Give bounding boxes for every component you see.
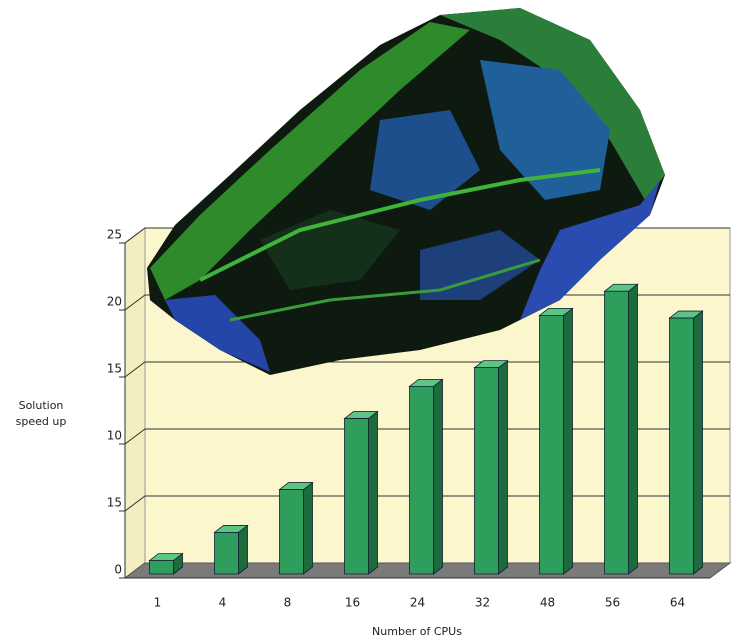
bar-side <box>563 307 573 575</box>
bar <box>278 481 314 575</box>
bar-front <box>214 532 239 575</box>
bar-front <box>279 489 304 575</box>
bar <box>603 283 639 575</box>
bar-side <box>693 310 703 575</box>
bar-front <box>539 314 564 575</box>
grid-line <box>124 495 730 512</box>
bar-front <box>409 385 434 575</box>
x-axis-title: Number of CPUs <box>372 625 462 638</box>
x-tick-label: 8 <box>284 596 292 610</box>
bar-side <box>498 359 508 575</box>
y-axis-title: Solution speed up <box>15 399 67 428</box>
bar-side <box>238 524 248 575</box>
bar <box>213 524 249 575</box>
x-tick-label: 48 <box>540 596 555 610</box>
bar-front <box>474 367 499 575</box>
bar <box>668 310 704 575</box>
bar-side <box>433 378 443 575</box>
bar <box>343 410 379 575</box>
grid-line <box>124 428 730 445</box>
x-tick-label: 4 <box>219 596 227 610</box>
x-tick-label: 56 <box>605 596 620 610</box>
car-image <box>147 8 665 375</box>
bar <box>148 552 184 575</box>
y-tick-label: 0 <box>114 563 122 577</box>
x-tick-label: 1 <box>154 596 162 610</box>
bar <box>538 307 574 575</box>
bar-front <box>149 560 174 575</box>
bar-front <box>669 317 694 575</box>
y-tick-label: 15 <box>107 496 122 510</box>
bar-side <box>628 283 638 575</box>
bar <box>408 378 444 575</box>
x-tick-label: 24 <box>410 596 425 610</box>
y-tick-label: 15 <box>107 362 122 376</box>
side-wall <box>124 227 146 579</box>
bar-side <box>368 410 378 575</box>
bar-front <box>604 290 629 575</box>
y-tick-label: 20 <box>107 295 122 309</box>
grid-line <box>124 361 730 378</box>
x-tick-label: 32 <box>475 596 490 610</box>
x-tick-label: 64 <box>670 596 685 610</box>
bar-front <box>344 418 369 575</box>
x-tick-label: 16 <box>345 596 360 610</box>
y-tick-label: 10 <box>107 429 122 443</box>
bar-side <box>303 481 313 575</box>
bar <box>473 359 509 575</box>
y-tick-label: 25 <box>107 228 122 242</box>
